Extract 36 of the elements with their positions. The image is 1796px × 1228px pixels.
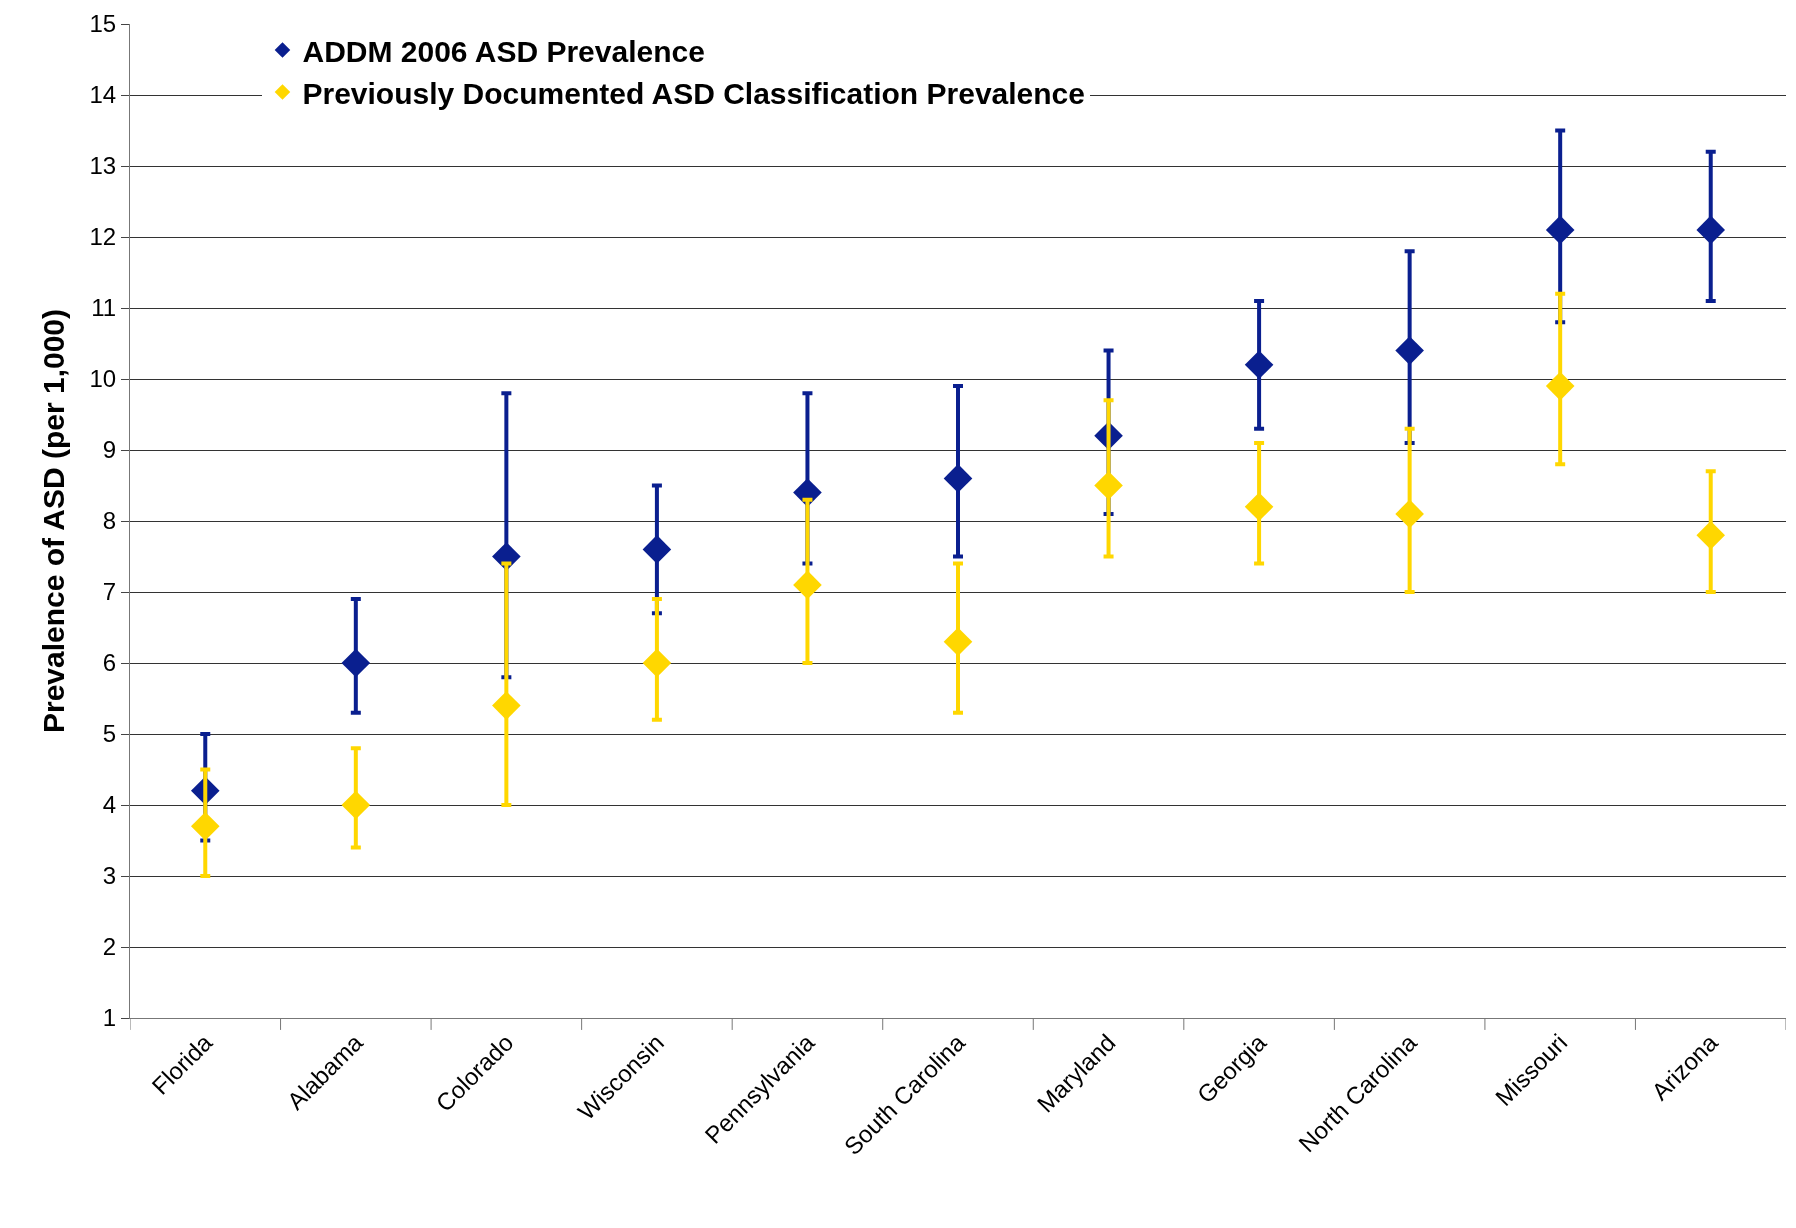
y-tick-label: 8	[102, 507, 117, 535]
point	[943, 627, 973, 656]
y-tick-label: 1	[102, 1004, 117, 1032]
y-tick-label: 4	[102, 791, 117, 819]
y-tick-label: 5	[102, 720, 117, 748]
point	[1696, 520, 1726, 550]
point	[1244, 492, 1274, 522]
y-tick-label: 9	[102, 436, 117, 464]
y-tick-label: 2	[102, 933, 117, 961]
y-tick-label: 14	[89, 81, 117, 109]
point	[642, 648, 672, 678]
y-tick-label: 15	[89, 10, 117, 38]
point	[943, 464, 973, 493]
point	[1395, 499, 1424, 529]
legend-label: Previously Documented ASD Classification Prevalence	[302, 76, 1085, 110]
point	[1395, 336, 1424, 365]
legend-label: ADDM 2006 ASD Prevalence	[302, 34, 705, 68]
point	[492, 691, 521, 720]
point	[793, 570, 822, 600]
y-tick-label: 12	[89, 223, 117, 251]
point	[190, 812, 220, 841]
point	[1545, 371, 1575, 401]
point	[642, 535, 672, 564]
y-tick-label: 11	[91, 294, 117, 322]
y-tick-label: 3	[102, 862, 117, 890]
point	[1696, 215, 1726, 245]
y-tick-label: 13	[89, 152, 117, 180]
point	[1094, 471, 1123, 500]
point	[341, 648, 371, 678]
point	[1244, 350, 1274, 380]
point	[341, 790, 371, 820]
point	[1545, 215, 1575, 245]
y-tick-label: 6	[102, 649, 117, 677]
y-axis-title: Prevalence of ASD (per 1,000)	[37, 308, 71, 734]
y-tick-label: 7	[102, 578, 117, 606]
y-tick-label: 10	[89, 365, 117, 393]
